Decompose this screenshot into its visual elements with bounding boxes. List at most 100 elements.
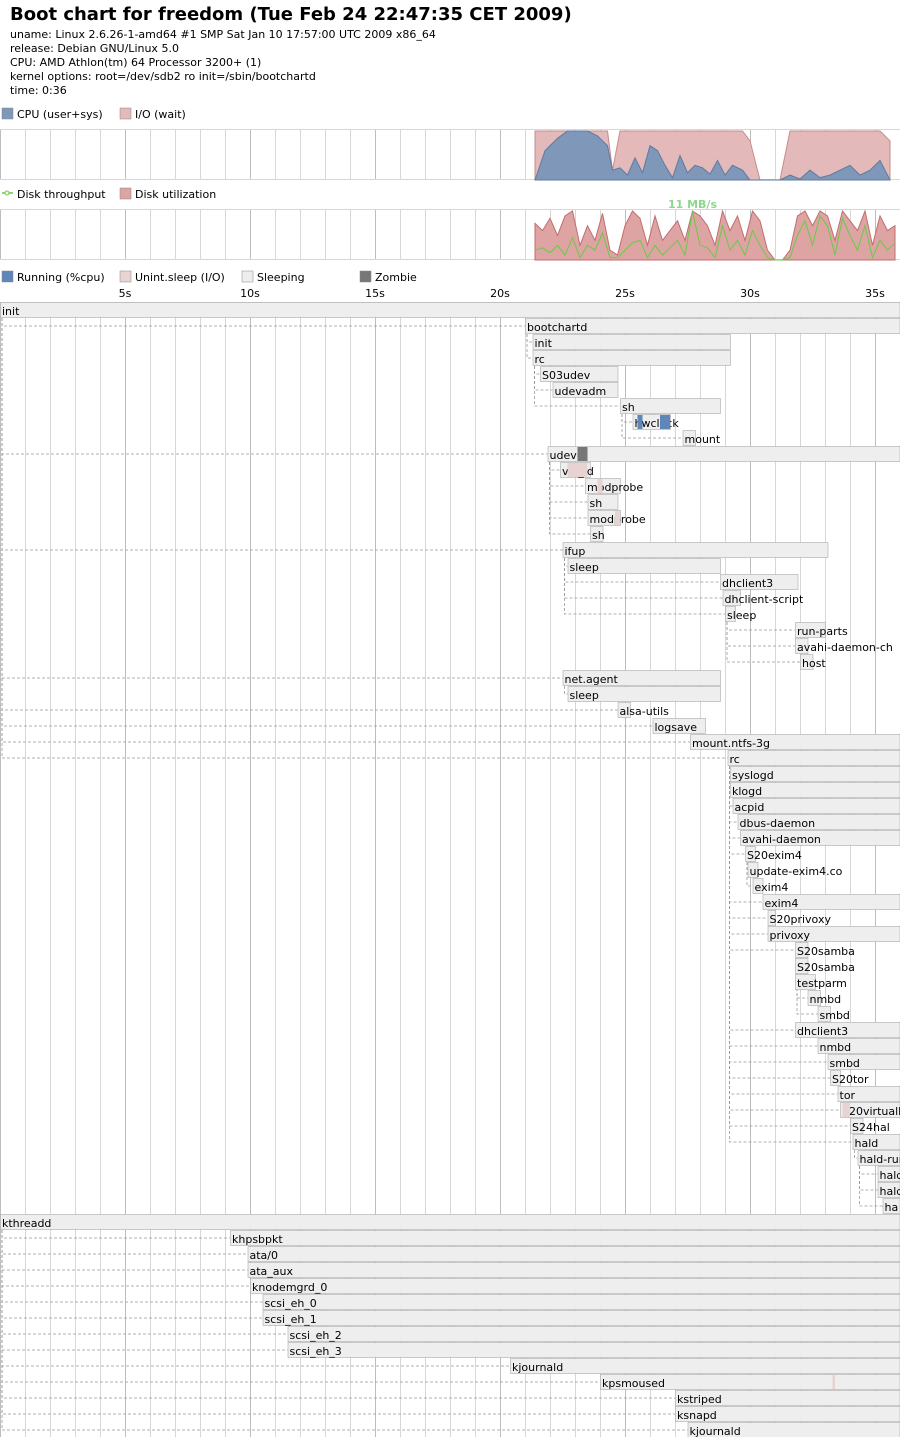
running-mark <box>660 415 670 429</box>
process-label: kthreadd <box>2 1217 51 1230</box>
legend-sleeping-swatch <box>241 270 254 283</box>
process-connector <box>549 462 590 535</box>
process-bar <box>675 1390 900 1406</box>
process-label: privoxy <box>770 929 811 942</box>
process-bar <box>737 814 900 830</box>
process-connector <box>859 1166 883 1207</box>
legend-io-label: I/O (wait) <box>135 108 186 121</box>
process-bar <box>882 1198 900 1214</box>
process-label: sh <box>592 529 605 542</box>
x-tick-label: 15s <box>365 287 385 300</box>
process-label: dhclient3 <box>722 577 773 590</box>
process-bar <box>747 862 759 878</box>
process-bar <box>727 750 900 766</box>
process-bar <box>600 1374 900 1390</box>
process-label: S20exim4 <box>747 849 802 862</box>
legend-zombie-label: Zombie <box>375 271 417 284</box>
process-label: smbd <box>830 1057 860 1070</box>
process-bar <box>800 654 814 670</box>
legend-disk-throughput-label: Disk throughput <box>17 188 106 201</box>
process-label: bootchartd <box>527 321 587 334</box>
process-label: exim4 <box>765 897 799 910</box>
process-bar <box>722 590 741 606</box>
process-connector <box>1 1230 248 1255</box>
zombie-mark <box>577 447 588 461</box>
process-bar <box>877 1182 900 1198</box>
process-connector <box>1 318 728 759</box>
process-connector <box>1 1230 230 1239</box>
legend-cpu-label: CPU (user+sys) <box>17 108 103 121</box>
process-label: hald-run <box>860 1153 900 1166</box>
process-label: hald <box>855 1137 879 1150</box>
process-connector <box>1 1230 248 1271</box>
process-connector <box>1 318 525 327</box>
process-connector <box>564 558 725 615</box>
process-label: kjournald <box>512 1361 563 1374</box>
process-label: hald <box>880 1169 900 1182</box>
process-bar <box>247 1262 900 1278</box>
process-connector <box>1 1230 688 1431</box>
process-bar <box>620 398 721 414</box>
process-bar <box>587 510 621 526</box>
disk-throughput-line <box>534 210 896 261</box>
process-connector <box>729 766 853 1143</box>
process-label: nmbd <box>810 993 842 1006</box>
cpu-grid <box>0 129 900 180</box>
process-bar <box>0 302 900 318</box>
process-label: avahi-daemon-ch <box>797 641 893 654</box>
process-bar <box>720 574 799 590</box>
x-tick-label: 25s <box>615 287 635 300</box>
process-label: sleep <box>570 689 599 702</box>
legend-unint-swatch <box>119 270 132 283</box>
process-bar <box>730 782 900 798</box>
process-bar <box>552 382 619 398</box>
process-label: sleep <box>727 609 756 622</box>
process-label: kpsmoused <box>602 1377 665 1390</box>
process-label: hald <box>880 1185 900 1198</box>
process-label: smbd <box>820 1009 850 1022</box>
process-label: dhclient-script <box>725 593 804 606</box>
x-tick-label: 30s <box>740 287 760 300</box>
running-mark <box>637 415 643 429</box>
process-label: scsi_eh_1 <box>265 1313 317 1326</box>
process-label: logsave <box>655 721 698 734</box>
process-bar <box>857 1150 900 1166</box>
process-label: init <box>2 305 20 318</box>
process-connector <box>526 334 533 343</box>
legend-sleeping-label: Sleeping <box>257 271 305 284</box>
process-bar <box>852 1134 900 1150</box>
process-label: khpsbpkt <box>232 1233 283 1246</box>
process-bar <box>510 1358 900 1374</box>
process-label: scsi_eh_0 <box>265 1297 317 1310</box>
x-tick-label: 20s <box>490 287 510 300</box>
disk-util-area <box>534 209 896 261</box>
release-line: release: Debian GNU/Linux 5.0 <box>10 42 179 55</box>
process-connector <box>796 958 818 1015</box>
process-label: mount.ntfs-3g <box>692 737 770 750</box>
unint-mark <box>832 1375 835 1389</box>
process-label: dbus-daemon <box>740 817 816 830</box>
process-bar <box>567 686 721 702</box>
process-bar <box>740 830 900 846</box>
process-connector <box>729 766 840 1111</box>
process-bar <box>562 670 721 686</box>
process-connector <box>726 622 795 647</box>
process-bar <box>247 1246 900 1262</box>
process-bar <box>767 926 900 942</box>
time-line: time: 0:36 <box>10 84 67 97</box>
process-bar <box>725 606 736 622</box>
process-bar <box>675 1406 900 1422</box>
cpu-area <box>534 130 891 181</box>
process-label: init <box>535 337 553 350</box>
process-label: knodemgrd_0 <box>252 1281 327 1294</box>
process-bar <box>817 1038 900 1054</box>
process-label: modprobe <box>587 481 643 494</box>
process-label: S03udev <box>542 369 591 382</box>
process-bar <box>752 878 764 894</box>
x-tick-label: 5s <box>119 287 132 300</box>
process-label: kstriped <box>677 1393 722 1406</box>
process-label: scsi_eh_2 <box>290 1329 342 1342</box>
process-bar <box>732 798 900 814</box>
unint-mark <box>615 511 620 525</box>
